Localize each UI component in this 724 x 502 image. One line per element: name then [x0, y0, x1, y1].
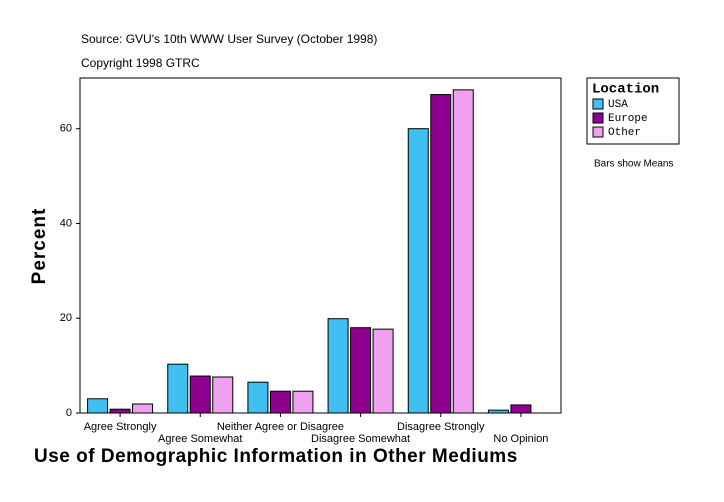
copyright: Copyright 1998 GTRC [81, 56, 200, 70]
bar [292, 390, 314, 414]
legend-swatch [592, 112, 604, 124]
bar [430, 94, 452, 414]
bar [247, 381, 269, 414]
legend-label: Europe [608, 113, 648, 125]
bar [350, 327, 372, 414]
bar [212, 376, 234, 414]
legend-label: USA [608, 99, 628, 111]
bar [189, 375, 211, 414]
bar [452, 89, 474, 414]
x-tick-label: Disagree Strongly [397, 421, 485, 433]
legend-title: Location [592, 82, 659, 98]
bar [407, 128, 429, 414]
bar [510, 404, 532, 414]
note: Bars show Means [594, 159, 673, 170]
legend-swatch [592, 126, 604, 138]
x-tick-label: No Opinion [493, 433, 548, 445]
y-tick-label: 20 [60, 312, 72, 324]
subtitle: Source: GVU's 10th WWW User Survey (Octo… [81, 32, 377, 46]
plot-frame [79, 77, 562, 414]
bar [167, 363, 189, 414]
y-tick-label: 0 [66, 407, 72, 419]
legend-swatch [592, 98, 604, 110]
x-tick-label: Neither Agree or Disagree [217, 421, 344, 433]
bar [269, 390, 291, 414]
bar [109, 408, 131, 414]
y-axis-label: Percent [29, 208, 50, 285]
y-tick-label: 60 [60, 123, 72, 135]
bar [372, 328, 394, 414]
y-tick-label: 40 [60, 217, 72, 229]
bar [87, 398, 109, 414]
bar [327, 318, 349, 414]
x-tick-label: Disagree Somewhat [311, 433, 410, 445]
bar [487, 409, 509, 414]
x-tick-label: Agree Strongly [84, 421, 157, 433]
bar [132, 403, 154, 414]
legend-label: Other [608, 127, 641, 139]
x-axis-label: Use of Demographic Information in Other … [34, 446, 518, 467]
x-tick-label: Agree Somewhat [158, 433, 242, 445]
